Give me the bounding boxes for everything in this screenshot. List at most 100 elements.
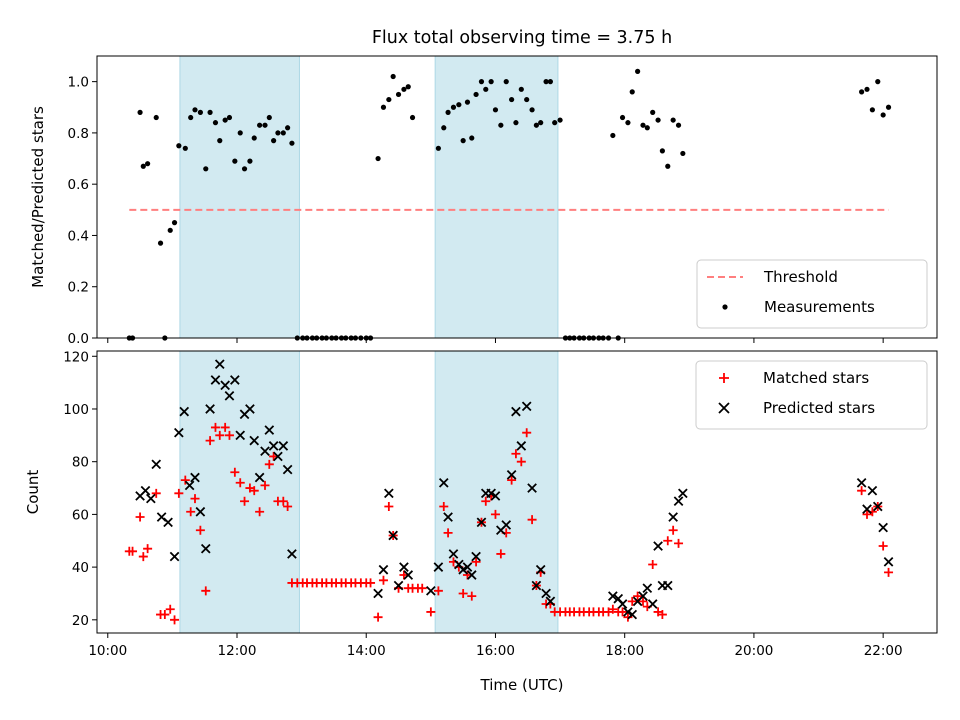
measurement-point [386,96,392,103]
measurement-point [529,107,535,113]
measurement-point [405,84,411,90]
predicted-star-marker [433,562,444,572]
matched-star-marker [608,604,618,614]
measurement-point [280,130,286,136]
top-legend-label: Measurements [764,298,875,316]
matched-star-marker [618,607,628,617]
measurement-point [503,79,509,85]
matched-star-marker [467,591,477,601]
measurement-point [232,158,238,164]
matched-star-marker [638,596,648,606]
measurement-point [203,166,209,172]
measurement-point [241,166,248,172]
measurement-point [192,107,198,113]
measurement-point [875,79,881,85]
measurement-point [483,86,489,92]
bottom-y-tick-label: 20 [72,613,89,629]
measurement-point [450,104,457,110]
predicted-star-marker [458,564,468,575]
top-y-tick-label: 0.4 [68,228,89,244]
measurement-point [552,120,558,126]
matched-star-marker [373,612,383,622]
predicted-star-marker [426,585,436,596]
predicted-star-marker [506,470,517,480]
bottom-shaded-band-0 [179,350,300,634]
measurement-point [625,120,631,126]
matched-star-marker [633,591,643,601]
predicted-star-marker [466,570,477,580]
predicted-star-marker [623,607,633,617]
predicted-star-marker [384,488,394,499]
predicted-star-marker [264,425,275,435]
top-y-tick-label: 0.6 [68,177,89,193]
predicted-star-marker [627,609,638,620]
bottom-y-axis-label: Count [24,470,42,515]
matched-star-marker [417,583,427,593]
measurement-point [441,125,447,131]
measurement-point [188,114,194,121]
measurement-point [153,114,159,121]
predicted-star-marker [438,477,449,488]
top-legend-key [722,304,728,310]
predicted-star-marker [393,580,404,591]
measurement-point [524,96,530,103]
measurement-point [222,117,228,123]
matched-star-marker [128,546,138,556]
matched-star-marker [165,604,175,614]
measurement-point [469,135,475,141]
measurement-point [145,161,151,167]
matched-star-marker [378,575,388,585]
top-shaded-band-0 [179,55,300,339]
bottom-x-tick-label: 12:00 [218,643,257,659]
bottom-legend-label: Matched stars [763,369,869,387]
bottom-shaded-band-1 [434,350,559,634]
predicted-star-marker [169,551,180,562]
measurement-point [275,130,281,136]
predicted-star-marker [856,477,867,488]
predicted-star-marker [608,591,618,601]
top-legend-frame [696,259,928,329]
measurement-point [635,68,641,74]
bottom-legend-key [719,373,729,383]
matched-star-marker [230,467,240,477]
bottom-y-tick-label: 60 [72,507,89,523]
bottom-plot: 20 40 60 80 100 120 10:00 12:00 14:00 16:00 18:00 2… [24,349,938,694]
top-y-tick-label: 0.2 [68,280,89,296]
matched-star-marker [186,507,196,517]
predicted-star-marker [249,435,260,446]
measurement-point [237,130,243,136]
predicted-star-marker [535,564,546,575]
matched-star-marker [862,509,872,519]
predicted-star-marker [151,459,162,470]
predicted-star-marker [184,480,195,491]
matched-star-marker [170,615,180,625]
measurement-point [217,138,223,144]
matched-star-marker [426,607,436,617]
predicted-star-marker [545,596,556,607]
predicted-star-marker [235,430,246,441]
predicted-star-marker [403,570,414,580]
measurement-point [375,155,381,162]
measurement-point [675,122,682,128]
matched-star-marker [215,430,225,440]
measurement-point [610,132,616,139]
top-axes-frame [96,55,938,339]
measurement-point [478,79,485,85]
top-legend: Threshold Measurements [696,259,928,329]
predicted-star-marker [399,562,409,572]
measurement-point [445,109,451,115]
predicted-star-marker [617,599,628,609]
measurement-point [197,109,203,115]
measurement-point [271,138,277,144]
measurement-point [262,122,268,128]
predicted-star-marker [190,472,200,483]
measurement-point [518,86,524,92]
matched-star-marker [458,588,468,598]
measurement-point [285,125,291,131]
predicted-star-marker [462,562,473,572]
matched-star-marker [657,610,667,620]
measurement-point [644,125,650,131]
bottom-x-tick-label: 18:00 [605,643,644,659]
matched-star-marker [160,610,170,620]
matched-star-marker [527,515,537,525]
